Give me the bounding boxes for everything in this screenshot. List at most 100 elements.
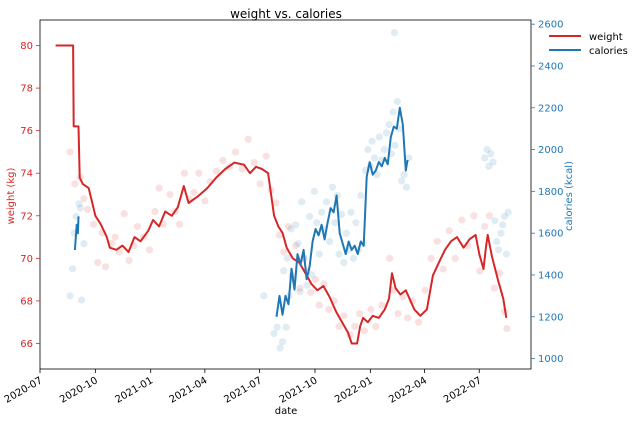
weight-scatter-point <box>445 227 453 235</box>
calories-scatter-point <box>400 171 408 179</box>
plot-frame <box>39 19 532 370</box>
weight-scatter-point <box>439 265 447 273</box>
calories-scatter-point <box>322 198 331 206</box>
weight-scatter-point <box>351 322 359 331</box>
weight-scatter-point <box>89 220 98 228</box>
calories-scatter-point <box>405 154 413 162</box>
right-tick-label: 2000 <box>538 145 563 156</box>
calories-scatter-point <box>500 212 509 221</box>
weight-scatter-point <box>201 197 209 205</box>
plot-area <box>39 19 532 370</box>
calories-scatter-point <box>349 254 358 262</box>
weight-scatter-point <box>378 301 386 309</box>
weight-scatter-point <box>180 169 189 177</box>
weight-scatter-point <box>275 231 284 239</box>
weight-scatter-point <box>315 301 323 309</box>
calories-scatter-point <box>308 271 316 279</box>
weight-scatter-point <box>244 135 252 143</box>
x-tick-label: 2020-07 <box>3 375 45 405</box>
calories-scatter-point <box>393 97 402 106</box>
weight-scatter-point <box>490 284 498 292</box>
calories-scatter-point <box>368 137 376 145</box>
weight-scatter-point <box>272 199 280 207</box>
weight-scatter-point <box>284 222 293 231</box>
calories-scatter-point <box>76 204 84 212</box>
left-tick-label: 80 <box>20 41 33 52</box>
right-tick-label: 1400 <box>538 270 563 281</box>
left-tick-label: 70 <box>20 254 33 265</box>
weight-scatter-point <box>451 254 459 262</box>
weight-scatter-point <box>470 212 478 220</box>
calories-scatter-point <box>68 265 77 273</box>
calories-scatter-point <box>398 177 406 185</box>
calories-scatter-point <box>504 208 512 216</box>
weight-scatter-point <box>175 220 184 228</box>
right-tick-label: 1000 <box>538 354 563 365</box>
legend: weight calories <box>549 32 628 57</box>
calories-scatter-point <box>385 120 393 129</box>
chart-title: weight vs. calories <box>230 7 342 21</box>
right-tick-label: 2600 <box>538 20 563 31</box>
weight-scatter-point <box>151 207 159 216</box>
right-tick-label: 2400 <box>538 61 563 72</box>
weight-scatter-point <box>125 256 133 265</box>
weight-scatter-point <box>219 156 227 165</box>
calories-scatter-point <box>499 221 507 229</box>
weight-scatter-point <box>111 233 119 241</box>
weight-scatter-point <box>66 148 74 156</box>
calories-line <box>73 216 80 250</box>
weight-scatter-point <box>133 222 142 231</box>
calories-scatter-point <box>315 250 323 258</box>
weight-scatter-point <box>155 184 163 192</box>
weight-scatter-point <box>372 322 380 331</box>
calories-scatter-point <box>303 281 311 290</box>
weight-scatter-point <box>195 169 203 177</box>
calories-scatter-point <box>66 292 74 300</box>
calories-scatter-point <box>497 229 505 237</box>
weight-scatter-point <box>414 318 423 326</box>
weight-scatter-point <box>256 180 264 188</box>
calories-scatter-point <box>487 150 495 158</box>
calories-scatter-point <box>380 145 388 154</box>
calories-scatter-point <box>390 28 399 37</box>
weight-scatter-point <box>476 267 484 275</box>
calories-scatter-point <box>282 323 290 331</box>
calories-scatter-point <box>77 296 86 304</box>
weight-scatter-point <box>250 158 258 167</box>
weight-scatter-point <box>280 248 288 256</box>
right-tick-label: 1200 <box>538 312 563 323</box>
calories-scatter-point <box>382 129 391 137</box>
weight-scatter-point <box>360 327 368 335</box>
calories-scatter-point <box>331 219 339 227</box>
weight-scatter-point <box>481 222 489 231</box>
weight-scatter-point <box>325 305 333 314</box>
calories-scatter-point <box>287 225 295 233</box>
calories-scatter-point <box>481 154 489 162</box>
calories-scatter-point <box>389 108 397 116</box>
x-tick-label: 2022-01 <box>333 375 375 405</box>
weight-scatter-point <box>496 269 504 277</box>
weight-scatter-point <box>458 216 466 224</box>
calories-scatter-point <box>342 229 350 237</box>
right-tick-label: 1600 <box>538 229 563 240</box>
weight-scatter-point <box>80 195 88 203</box>
right-tick-label: 1800 <box>538 187 563 198</box>
weight-scatter-point <box>83 205 92 213</box>
calories-scatter-point <box>328 183 337 191</box>
calories-scatter-point <box>483 145 491 154</box>
x-tick-label: 2021-01 <box>114 375 156 405</box>
calories-scatter-point <box>278 338 287 346</box>
calories-scatter-point <box>335 250 343 258</box>
calories-scatter-point <box>273 323 281 331</box>
right-tick-label: 2200 <box>538 103 563 114</box>
weight-scatter-point <box>101 263 110 271</box>
calories-scatter-point <box>75 200 83 208</box>
weight-scatter-point <box>71 180 79 188</box>
weight-scatter-point <box>427 254 435 262</box>
legend-weight-label: weight <box>589 32 623 43</box>
calories-scatter-point <box>310 187 318 195</box>
calories-scatter-point <box>502 250 510 258</box>
weight-scatter-point <box>421 286 429 294</box>
calories-scatter-point <box>325 237 334 246</box>
calories-scatter-point <box>337 210 346 218</box>
